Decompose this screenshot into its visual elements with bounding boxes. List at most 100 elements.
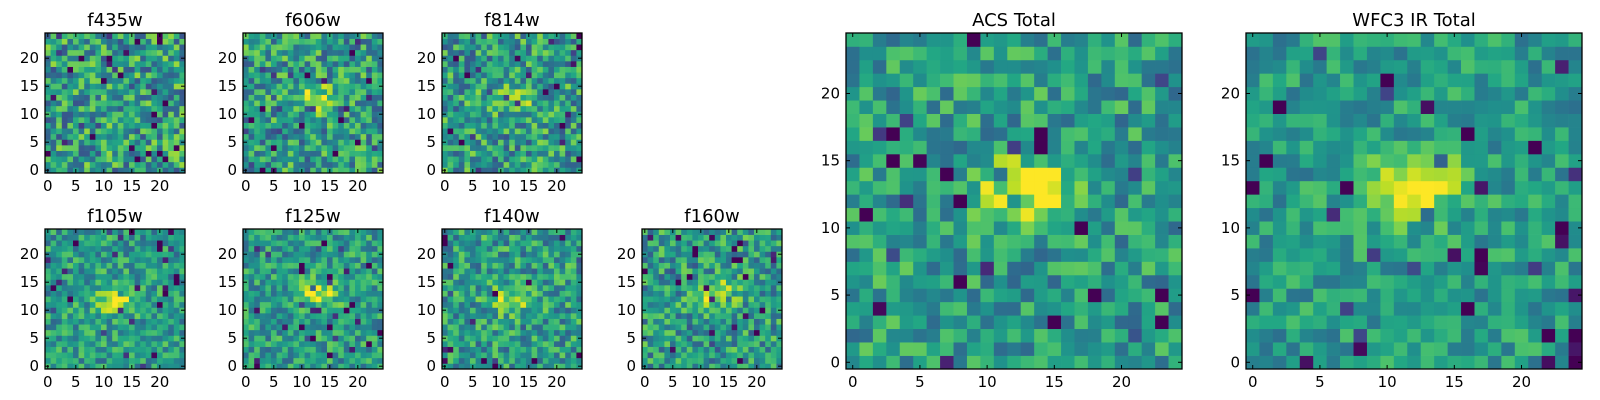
heatmap-cell [310, 352, 317, 359]
heatmap-cell [458, 329, 465, 336]
heatmap-cell [481, 167, 488, 174]
heatmap-cell [653, 273, 660, 280]
heatmap-cell [481, 307, 488, 314]
heatmap-cell [73, 234, 79, 241]
heatmap-cell [157, 279, 163, 286]
heatmap-cell [73, 335, 79, 342]
heatmap-cell [129, 128, 135, 135]
heatmap-cell [50, 33, 57, 39]
heatmap-cell [1155, 221, 1169, 235]
heatmap-cell [565, 38, 572, 45]
heatmap-cell [106, 167, 113, 174]
heatmap-cell [84, 318, 91, 325]
heatmap-cell [140, 341, 147, 347]
heatmap-cell [140, 83, 147, 90]
heatmap-cell [123, 363, 130, 370]
heatmap-cell [846, 315, 860, 330]
heatmap-cell [776, 296, 783, 303]
heatmap-cell [726, 245, 732, 252]
heatmap-cell [1087, 234, 1102, 249]
heatmap-cell [67, 352, 74, 359]
heatmap-cell [45, 94, 51, 101]
heatmap-cell [50, 111, 57, 118]
heatmap-cell [310, 363, 317, 370]
heatmap-cell [675, 357, 682, 364]
heatmap-cell [56, 335, 63, 342]
heatmap-cell [565, 234, 572, 241]
heatmap-cell [486, 357, 493, 364]
heatmap-cell [926, 315, 941, 330]
heatmap-cell [276, 341, 283, 347]
heatmap-cell [287, 262, 294, 269]
heatmap-cell [548, 145, 555, 151]
heatmap-cell [670, 290, 676, 297]
heatmap-cell [542, 145, 549, 151]
heatmap-cell [709, 313, 716, 319]
heatmap-cell [117, 229, 124, 235]
y-tick-label: 15 [218, 273, 237, 291]
heatmap-cell [134, 55, 141, 62]
heatmap-cell [714, 262, 721, 269]
heatmap-cell [254, 341, 261, 347]
heatmap-cell [327, 307, 333, 314]
heatmap-cell [565, 346, 572, 353]
heatmap-cell [653, 318, 660, 325]
heatmap-cell [304, 352, 311, 359]
heatmap-cell [481, 273, 488, 280]
heatmap-cell [442, 341, 448, 347]
heatmap-cell [67, 285, 74, 291]
heatmap-cell [447, 363, 454, 370]
heatmap-cell [310, 279, 317, 286]
heatmap-cell [531, 324, 538, 331]
heatmap-cell [73, 301, 79, 308]
heatmap-cell [570, 161, 577, 168]
heatmap-cell [464, 262, 471, 269]
heatmap-cell [703, 229, 710, 235]
heatmap-cell [548, 94, 555, 101]
heatmap-cell [259, 44, 266, 51]
heatmap-cell [355, 61, 361, 67]
heatmap-cell [464, 273, 471, 280]
heatmap-cell [559, 89, 566, 95]
heatmap-cell [366, 273, 373, 280]
heatmap-cell [162, 111, 169, 118]
heatmap-cell [271, 49, 277, 56]
heatmap-cell [101, 111, 107, 118]
heatmap-cell [686, 257, 693, 263]
heatmap-cell [50, 72, 57, 79]
heatmap-cell [140, 145, 147, 151]
heatmap-cell [151, 245, 158, 252]
heatmap-cell [953, 274, 968, 289]
heatmap-cell [498, 61, 504, 67]
heatmap-cell [315, 139, 322, 146]
heatmap-cell [548, 285, 555, 291]
heatmap-cell [872, 328, 887, 343]
heatmap-cell [61, 257, 68, 263]
heatmap-cell [554, 100, 560, 107]
heatmap-cell [559, 234, 566, 241]
heatmap-cell [548, 240, 555, 247]
heatmap-cell [248, 167, 255, 174]
heatmap-cell [447, 335, 454, 342]
heatmap-cell [1034, 342, 1048, 356]
heatmap-cell [526, 296, 532, 303]
heatmap-cell [492, 77, 499, 84]
heatmap-cell [84, 285, 91, 291]
heatmap-cell [349, 229, 356, 235]
heatmap-cell [343, 77, 350, 84]
y-tick-label: 15 [617, 273, 636, 291]
heatmap-cell [271, 245, 277, 252]
heatmap-cell [453, 156, 460, 163]
heatmap-cell [670, 262, 676, 269]
heatmap-cell [360, 329, 367, 336]
heatmap-cell [554, 156, 560, 163]
heatmap-cell [168, 329, 175, 336]
heatmap-cell [254, 111, 261, 118]
heatmap-cell [78, 240, 85, 247]
heatmap-cell [315, 285, 322, 291]
heatmap-cell [542, 313, 549, 319]
heatmap-cell [282, 341, 289, 347]
heatmap-cell [310, 55, 317, 62]
heatmap-cell [321, 245, 328, 252]
heatmap-cell [542, 268, 549, 275]
